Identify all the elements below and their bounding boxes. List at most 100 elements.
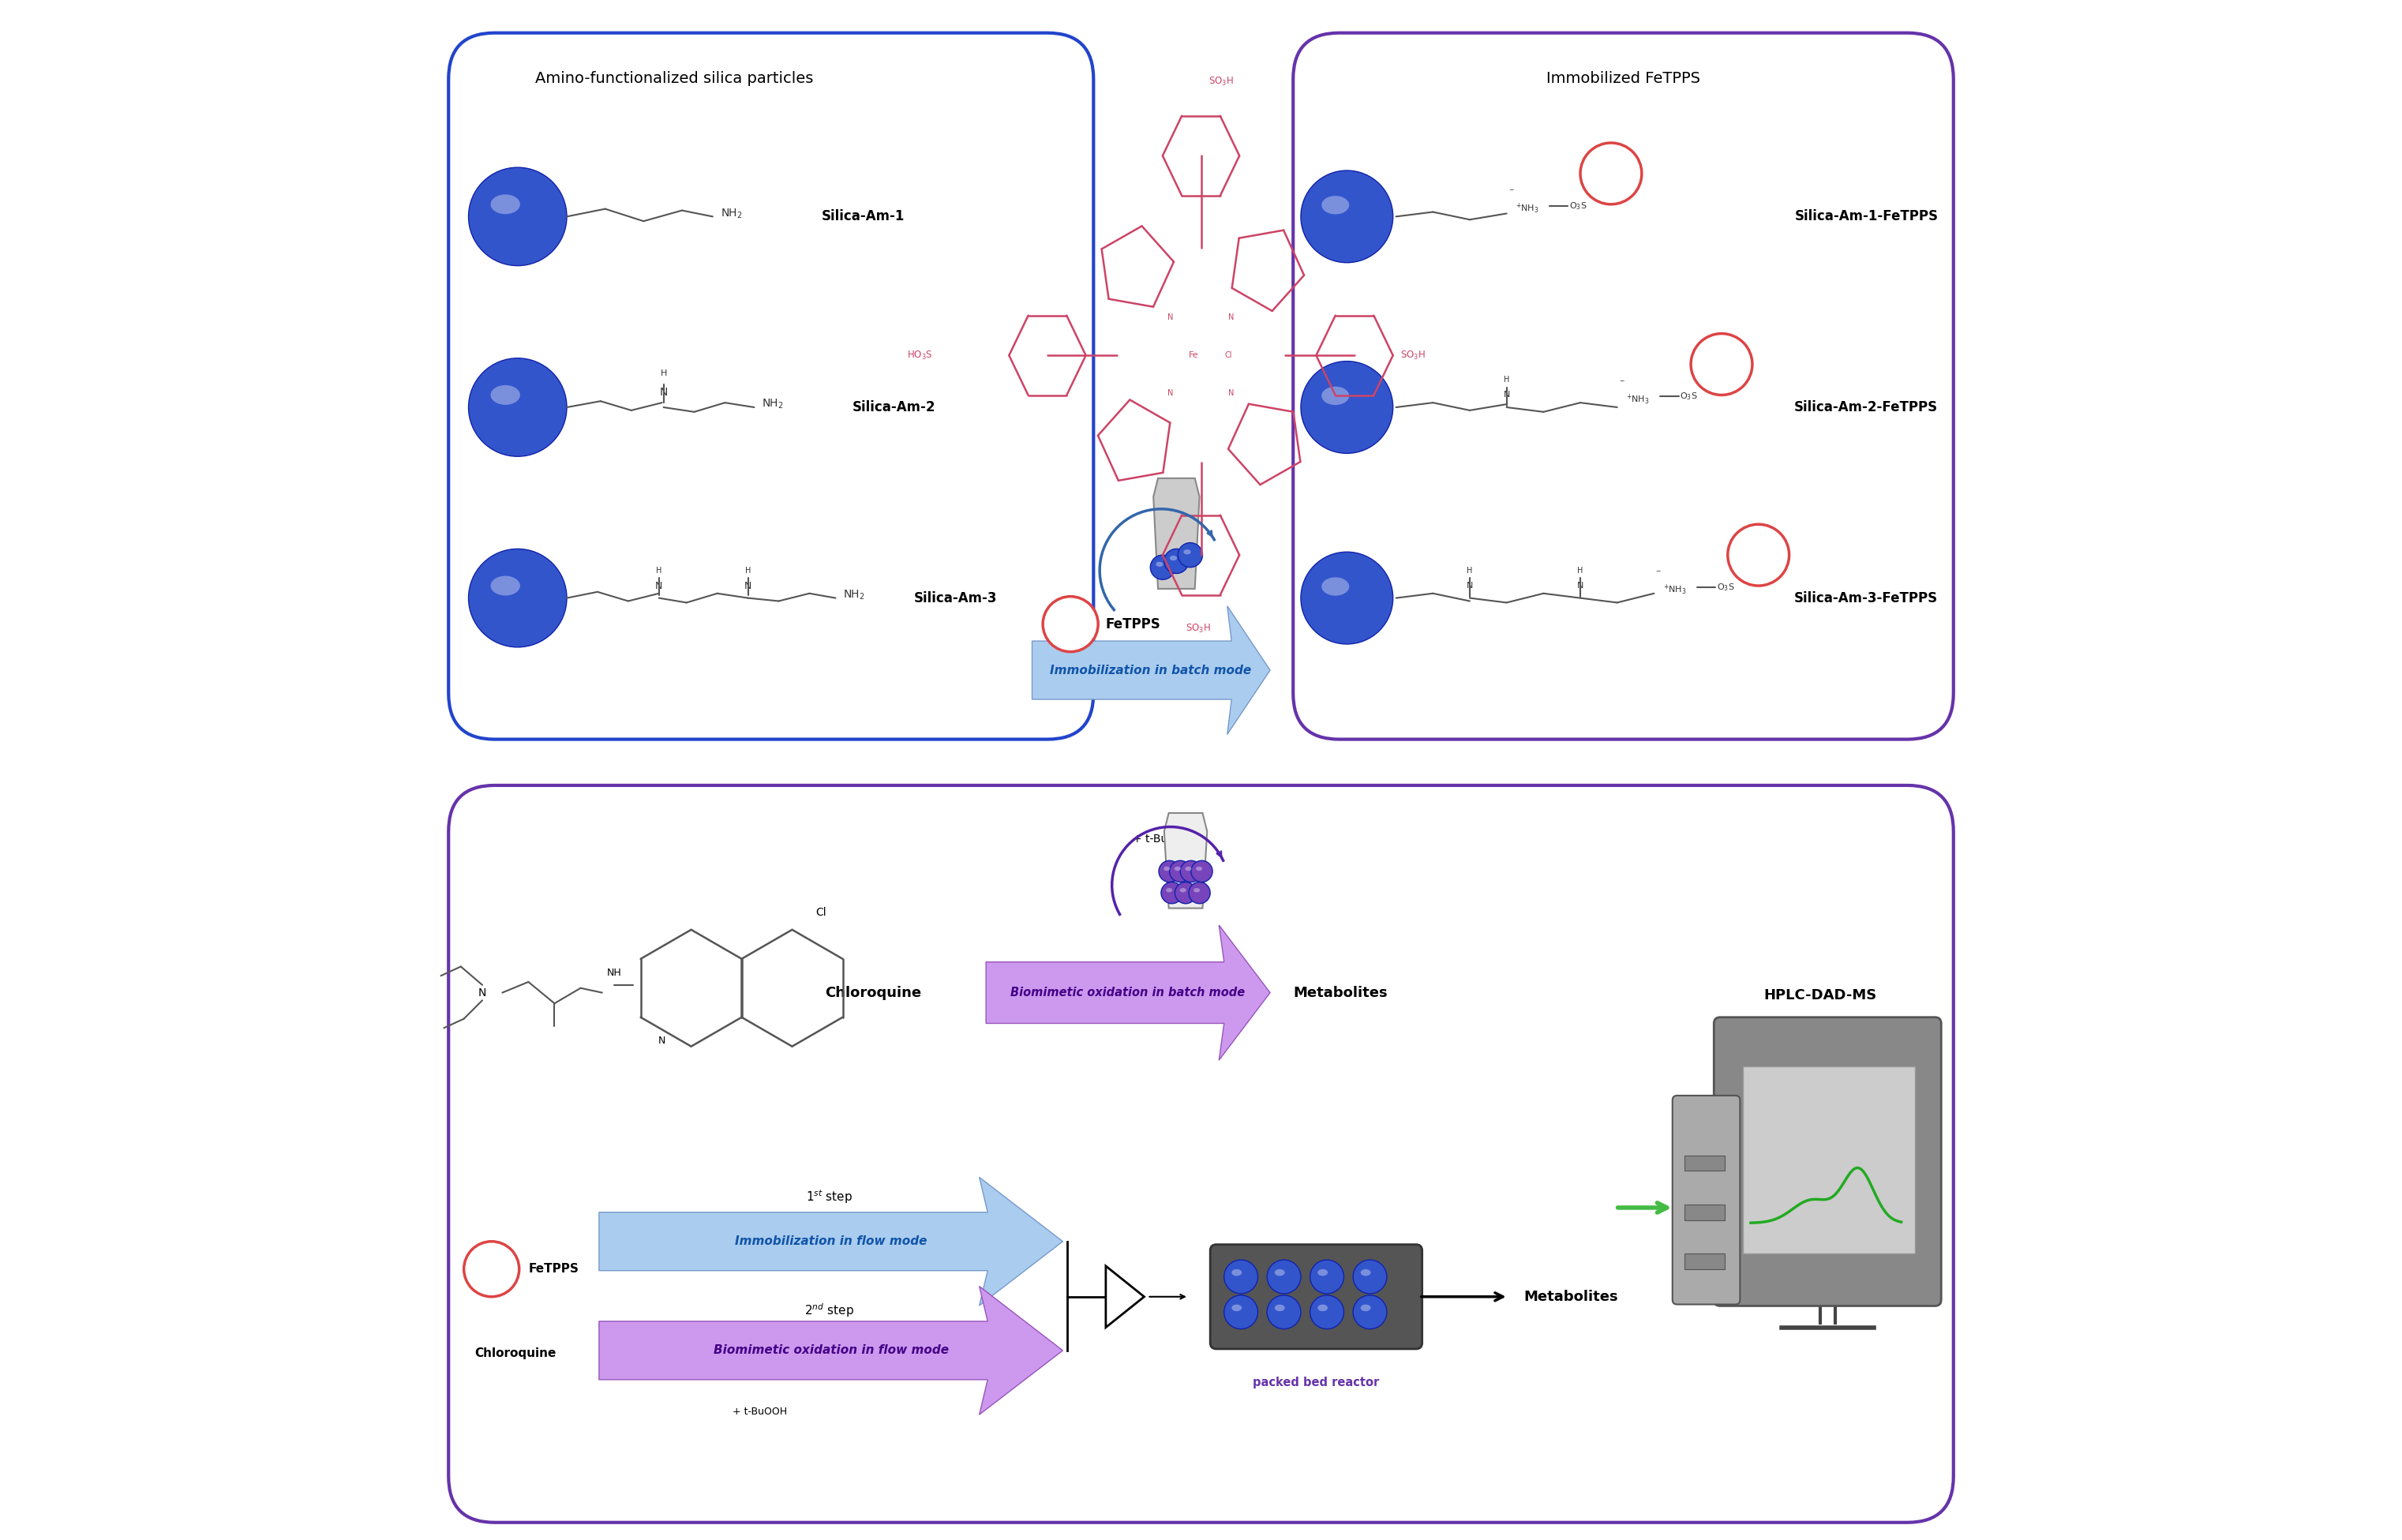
Ellipse shape — [1160, 882, 1182, 904]
Text: H: H — [656, 567, 663, 574]
FancyBboxPatch shape — [1684, 1155, 1725, 1170]
Text: Biomimetic oxidation in batch mode: Biomimetic oxidation in batch mode — [1009, 987, 1244, 998]
Ellipse shape — [1189, 882, 1211, 904]
Text: 1$^{st}$ step: 1$^{st}$ step — [807, 1189, 853, 1206]
FancyBboxPatch shape — [1744, 1066, 1914, 1254]
Ellipse shape — [468, 359, 567, 456]
Ellipse shape — [1309, 1260, 1343, 1294]
FancyBboxPatch shape — [449, 785, 1953, 1523]
Ellipse shape — [1319, 1304, 1328, 1311]
Text: NH: NH — [608, 967, 622, 978]
Text: $^{+}$NH$_3$: $^{+}$NH$_3$ — [1516, 202, 1540, 216]
Ellipse shape — [1175, 882, 1196, 904]
Text: $^{-}$: $^{-}$ — [1619, 379, 1624, 387]
FancyBboxPatch shape — [1292, 32, 1953, 739]
Text: + t-BuOOH: + t-BuOOH — [733, 1406, 788, 1417]
Text: NH$_2$: NH$_2$ — [843, 588, 865, 602]
Text: NH$_2$: NH$_2$ — [721, 206, 742, 220]
Text: O$_3$S: O$_3$S — [1717, 582, 1734, 593]
Text: N: N — [745, 581, 752, 591]
Text: Biomimetic oxidation in flow mode: Biomimetic oxidation in flow mode — [713, 1344, 949, 1357]
Ellipse shape — [468, 548, 567, 647]
Text: Silica-Am-1: Silica-Am-1 — [821, 209, 906, 223]
Text: Silica-Am-2: Silica-Am-2 — [853, 400, 934, 414]
FancyBboxPatch shape — [1672, 1095, 1739, 1304]
Polygon shape — [1153, 479, 1199, 588]
Text: H: H — [1578, 567, 1583, 574]
Text: N: N — [658, 1035, 665, 1046]
Ellipse shape — [1309, 1295, 1343, 1329]
Text: packed bed reactor: packed bed reactor — [1254, 1377, 1379, 1389]
Circle shape — [1581, 143, 1641, 205]
FancyArrow shape — [1033, 607, 1271, 735]
FancyArrow shape — [598, 1177, 1062, 1306]
Ellipse shape — [1321, 387, 1350, 405]
Polygon shape — [1105, 1266, 1143, 1327]
Text: N: N — [1227, 314, 1235, 322]
Text: FeTPPS: FeTPPS — [1105, 618, 1160, 631]
Ellipse shape — [1184, 550, 1191, 554]
Ellipse shape — [1165, 889, 1172, 892]
Ellipse shape — [1302, 551, 1393, 644]
Text: Immobilization in flow mode: Immobilization in flow mode — [735, 1235, 927, 1247]
FancyArrow shape — [985, 926, 1271, 1060]
Ellipse shape — [1266, 1295, 1302, 1329]
Ellipse shape — [1155, 562, 1163, 567]
Ellipse shape — [1302, 171, 1393, 263]
FancyBboxPatch shape — [1715, 1018, 1941, 1306]
Text: $^{+}$NH$_3$: $^{+}$NH$_3$ — [1662, 584, 1686, 598]
Ellipse shape — [1175, 867, 1182, 870]
Text: HO$_3$S: HO$_3$S — [906, 350, 932, 362]
Text: Fe: Fe — [1189, 351, 1199, 359]
Text: SO$_3$H: SO$_3$H — [1208, 75, 1235, 88]
Ellipse shape — [1232, 1269, 1242, 1277]
Text: Silica-Am-3: Silica-Am-3 — [913, 591, 997, 605]
Ellipse shape — [1275, 1269, 1285, 1277]
Text: FeTPPS: FeTPPS — [528, 1263, 579, 1275]
Text: Silica-Am-1-FeTPPS: Silica-Am-1-FeTPPS — [1794, 209, 1938, 223]
Text: NH$_2$: NH$_2$ — [761, 397, 783, 411]
FancyBboxPatch shape — [449, 32, 1093, 739]
Text: N: N — [1504, 391, 1511, 399]
Ellipse shape — [1151, 554, 1175, 579]
Text: Metabolites: Metabolites — [1292, 986, 1388, 999]
Ellipse shape — [1302, 362, 1393, 453]
Ellipse shape — [1179, 861, 1201, 882]
FancyArrow shape — [598, 1286, 1062, 1415]
Ellipse shape — [1360, 1269, 1372, 1277]
FancyBboxPatch shape — [1684, 1204, 1725, 1220]
Text: + t-BuOOH: + t-BuOOH — [1131, 833, 1194, 844]
Text: Silica-Am-3-FeTPPS: Silica-Am-3-FeTPPS — [1794, 591, 1938, 605]
Ellipse shape — [1321, 578, 1350, 596]
Text: N: N — [661, 387, 668, 397]
Text: Silica-Am-2-FeTPPS: Silica-Am-2-FeTPPS — [1794, 400, 1938, 414]
Ellipse shape — [1232, 1304, 1242, 1311]
Text: Immobilization in batch mode: Immobilization in batch mode — [1050, 664, 1251, 676]
Text: O$_3$S: O$_3$S — [1569, 200, 1588, 211]
Ellipse shape — [1158, 861, 1179, 882]
Text: Immobilized FeTPPS: Immobilized FeTPPS — [1547, 71, 1701, 86]
Ellipse shape — [1225, 1295, 1259, 1329]
Text: Chloroquine: Chloroquine — [476, 1348, 557, 1360]
FancyBboxPatch shape — [1211, 1244, 1422, 1349]
Text: N: N — [1227, 390, 1235, 397]
Ellipse shape — [1196, 867, 1203, 870]
Ellipse shape — [1194, 889, 1201, 892]
Ellipse shape — [490, 385, 521, 405]
Circle shape — [1042, 596, 1098, 651]
Ellipse shape — [1352, 1260, 1386, 1294]
Text: H: H — [1504, 376, 1508, 383]
Text: $^{+}$NH$_3$: $^{+}$NH$_3$ — [1626, 393, 1650, 407]
Text: N: N — [1578, 582, 1583, 590]
Ellipse shape — [1170, 556, 1177, 561]
Ellipse shape — [1266, 1260, 1302, 1294]
Ellipse shape — [1321, 196, 1350, 214]
Ellipse shape — [1184, 867, 1191, 870]
Text: Cl: Cl — [1225, 351, 1232, 359]
Text: N: N — [1468, 582, 1472, 590]
Ellipse shape — [1319, 1269, 1328, 1277]
Ellipse shape — [1225, 1260, 1259, 1294]
Ellipse shape — [1352, 1295, 1386, 1329]
Text: SO$_3$H: SO$_3$H — [1187, 622, 1211, 634]
Ellipse shape — [1360, 1304, 1372, 1311]
